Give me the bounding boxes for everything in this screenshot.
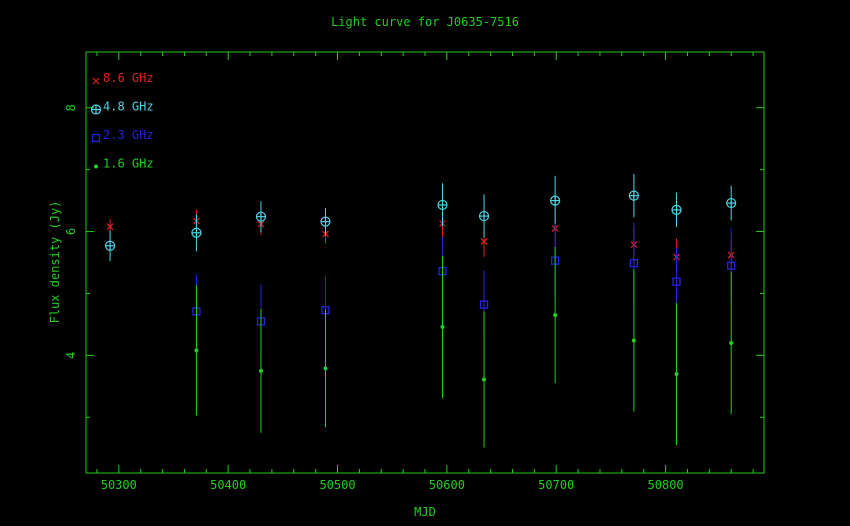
data-point (106, 223, 114, 231)
chart-title: Light curve for J0635-7516 (331, 15, 519, 29)
legend-label: 1.6 GHz (103, 157, 154, 171)
x-axis-label: MJD (414, 505, 436, 519)
data-point (727, 261, 736, 270)
series-1 (104, 173, 737, 262)
y-axis-label: Flux density (Jy) (48, 201, 62, 324)
data-point (672, 277, 681, 286)
x-tick-label: 50800 (648, 478, 684, 492)
x-tick-label: 50500 (319, 478, 355, 492)
legend-label: 2.3 GHz (103, 128, 154, 142)
data-point (480, 238, 488, 245)
y-tick-label: 4 (64, 352, 78, 359)
data-point (258, 368, 263, 373)
data-point (194, 348, 199, 353)
data-marks (104, 173, 737, 448)
legend-marker (94, 164, 98, 169)
legend-label: 8.6 GHz (103, 71, 154, 85)
axes: 50300 50400 50500 50600 50700 50800 4 6 8 (64, 52, 764, 492)
data-point (440, 324, 445, 329)
legend: 8.6 GHz 4.8 GHz 2.3 GHz 1.6 GHz (90, 71, 154, 171)
data-point (629, 258, 639, 268)
series-3 (194, 247, 734, 448)
data-point (479, 300, 489, 309)
x-tick-label: 50300 (101, 478, 137, 492)
data-point (729, 340, 734, 345)
legend-marker (92, 77, 100, 85)
data-point (674, 371, 679, 376)
data-point (631, 338, 636, 343)
legend-label: 4.8 GHz (103, 100, 154, 114)
data-point (482, 377, 487, 382)
legend-marker (91, 133, 101, 143)
x-tick-label: 50400 (210, 478, 246, 492)
x-tick-label: 50600 (429, 478, 465, 492)
data-point (553, 313, 558, 318)
data-point (323, 366, 328, 371)
y-tick-label: 6 (64, 228, 78, 235)
y-tick-label: 8 (64, 104, 78, 111)
x-tick-label: 50700 (538, 478, 574, 492)
